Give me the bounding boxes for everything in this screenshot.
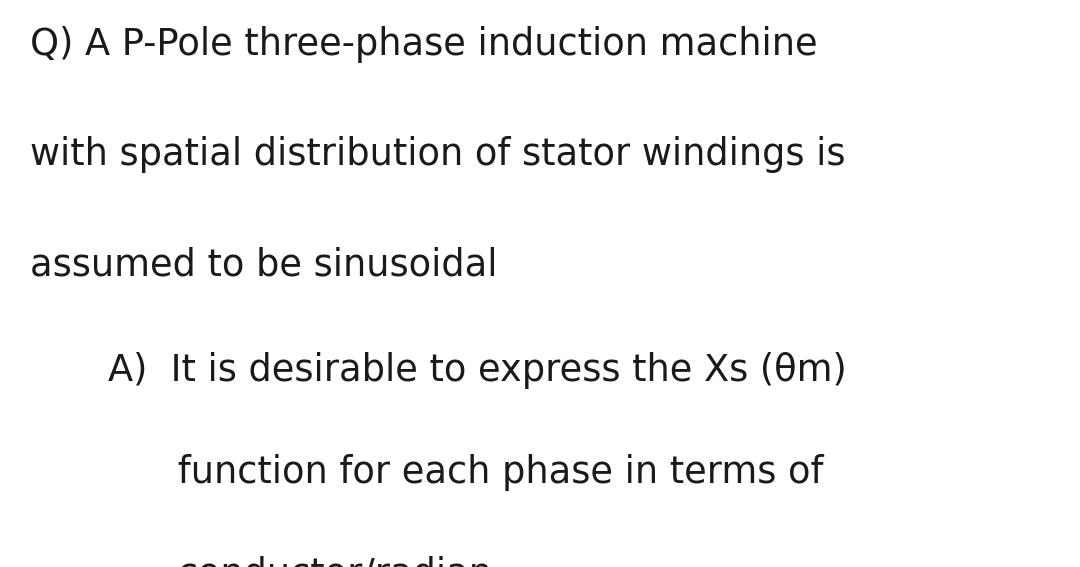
Text: function for each phase in terms of: function for each phase in terms of — [108, 454, 824, 490]
Text: Q) A P-Pole three-phase induction machine: Q) A P-Pole three-phase induction machin… — [30, 26, 818, 62]
Text: A)  It is desirable to express the Xs (θm): A) It is desirable to express the Xs (θm… — [108, 352, 847, 388]
Text: with spatial distribution of stator windings is: with spatial distribution of stator wind… — [30, 136, 846, 173]
Text: assumed to be sinusoidal: assumed to be sinusoidal — [30, 247, 498, 284]
Text: conductor/radian: conductor/radian — [108, 556, 492, 567]
